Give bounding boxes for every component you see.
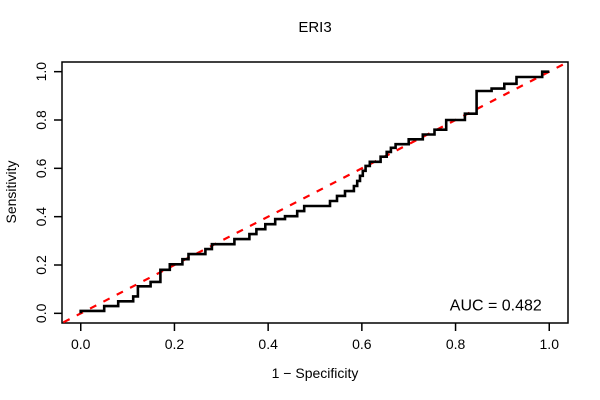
x-tick-label: 1.0: [540, 336, 560, 352]
x-tick-label: 0.6: [352, 336, 372, 352]
y-axis-ticks: 0.0 0.2 0.4 0.6 0.8 1.0: [33, 62, 62, 323]
y-tick-label: 0.4: [33, 207, 49, 227]
y-tick-label: 0.6: [33, 158, 49, 178]
y-axis-label: Sensitivity: [3, 160, 19, 223]
reference-diagonal-line: [62, 60, 570, 324]
x-axis-ticks: 0.0 0.2 0.4 0.6 0.8 1.0: [71, 323, 559, 352]
roc-curve: [79, 70, 550, 314]
chart-title: ERI3: [298, 19, 331, 36]
x-tick-label: 0.2: [165, 336, 185, 352]
plot-box: [61, 61, 569, 324]
x-tick-label: 0.0: [71, 336, 91, 352]
y-tick-label: 0.2: [33, 255, 49, 275]
x-tick-label: 0.8: [446, 336, 466, 352]
y-tick-label: 0.8: [33, 110, 49, 130]
y-tick-label: 1.0: [33, 62, 49, 82]
x-axis-label: 1 − Specificity: [272, 365, 359, 381]
auc-annotation: AUC = 0.482: [450, 297, 542, 314]
y-tick-label: 0.0: [33, 303, 49, 323]
x-tick-label: 0.4: [258, 336, 278, 352]
